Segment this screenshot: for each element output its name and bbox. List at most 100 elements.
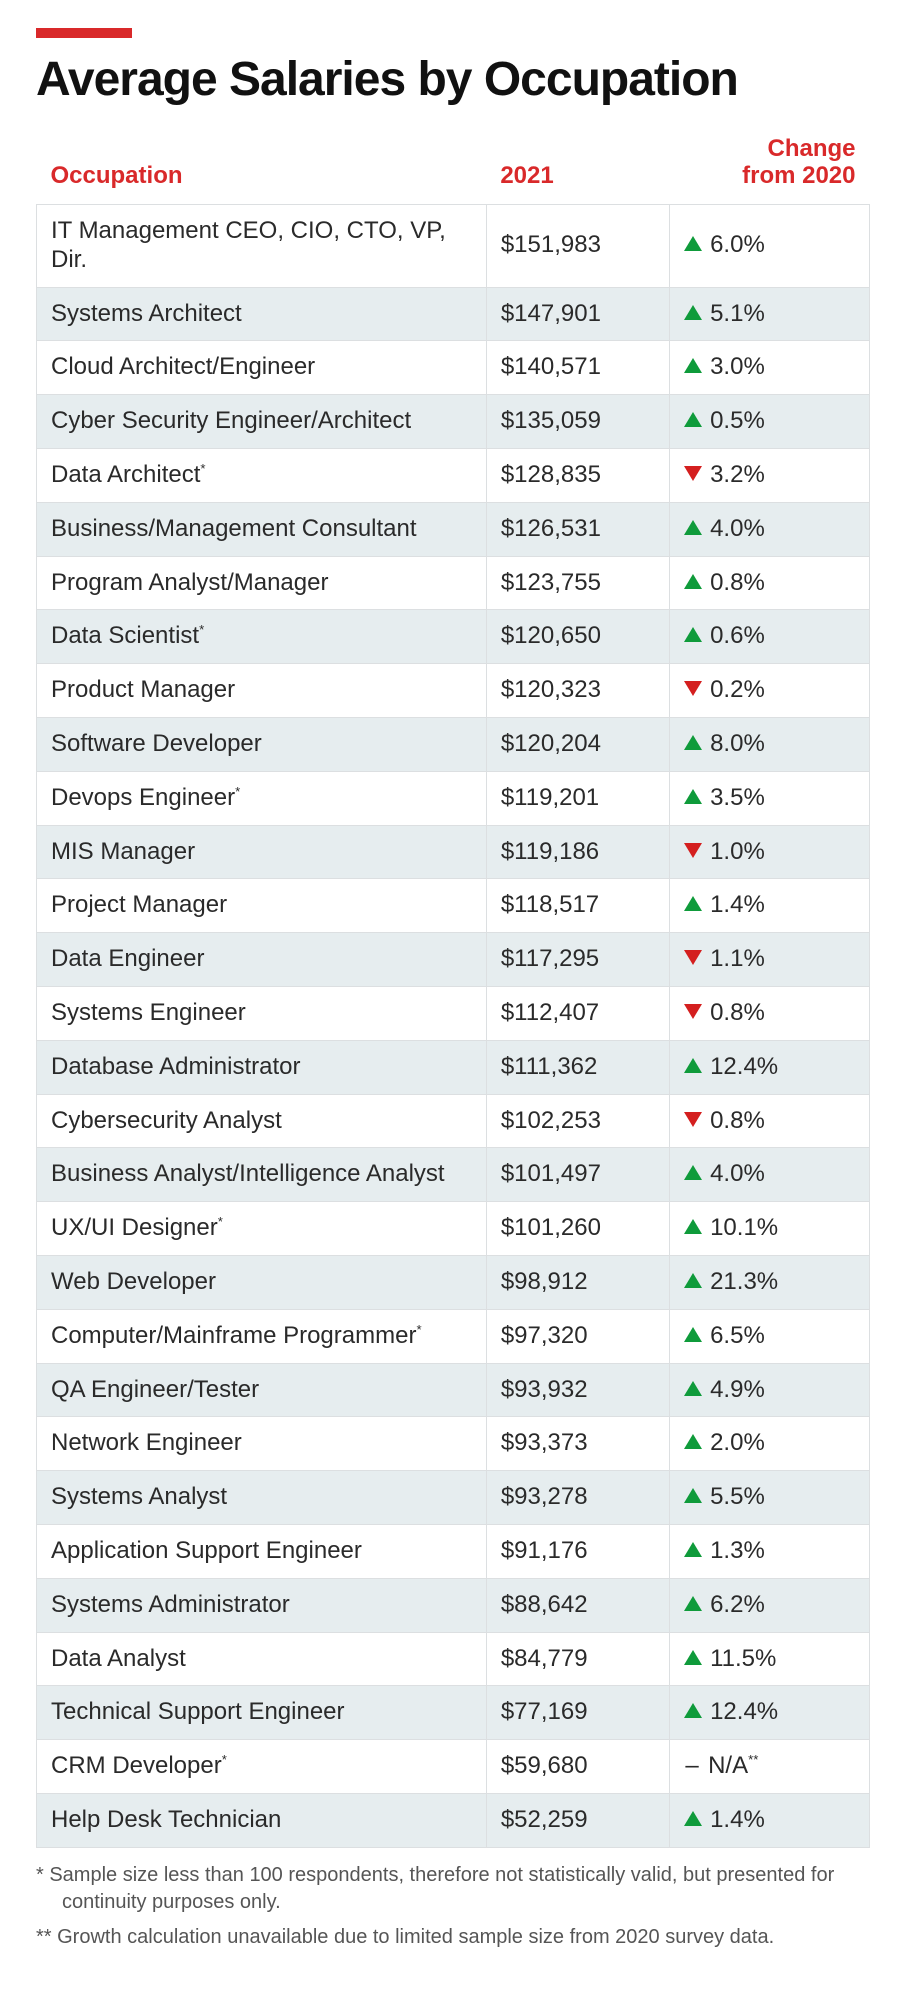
arrow-up-icon [684, 789, 702, 804]
change-value: 2.0% [710, 1429, 765, 1456]
change-value: 4.9% [710, 1376, 765, 1403]
occupation-label: Web Developer [51, 1268, 216, 1295]
occupation-label: Cyber Security Engineer/Architect [51, 407, 411, 434]
footnotes: * Sample size less than 100 respondents,… [36, 1862, 870, 1951]
arrow-up-icon [684, 896, 702, 911]
arrow-down-icon [684, 950, 702, 965]
cell-salary: $140,571 [486, 341, 669, 395]
change-value: 6.0% [710, 231, 765, 258]
table-row: QA Engineer/Tester$93,9324.9% [37, 1363, 870, 1417]
table-row: Web Developer$98,91221.3% [37, 1255, 870, 1309]
page-title: Average Salaries by Occupation [36, 54, 870, 107]
cell-salary: $111,362 [486, 1040, 669, 1094]
change-value: 0.8% [710, 569, 765, 596]
change-value: 6.5% [710, 1322, 765, 1349]
cell-change: 5.1% [670, 287, 870, 341]
change-value: 1.4% [710, 891, 765, 918]
cell-salary: $112,407 [486, 986, 669, 1040]
footnote-1: * Sample size less than 100 respondents,… [36, 1862, 870, 1916]
arrow-up-icon [684, 412, 702, 427]
change-value: 1.4% [710, 1806, 765, 1833]
cell-occupation: Network Engineer [37, 1417, 487, 1471]
table-row: Data Analyst$84,77911.5% [37, 1632, 870, 1686]
cell-occupation: Database Administrator [37, 1040, 487, 1094]
col-header-change-line2: from 2020 [742, 162, 855, 189]
col-header-occupation: Occupation [37, 129, 487, 205]
footnote-marker: * [200, 461, 205, 476]
cell-change: 3.0% [670, 341, 870, 395]
cell-salary: $117,295 [486, 933, 669, 987]
cell-change: 1.3% [670, 1524, 870, 1578]
change-value: 21.3% [710, 1268, 778, 1295]
occupation-label: Network Engineer [51, 1429, 242, 1456]
table-row: Network Engineer $93,373 2.0% [37, 1417, 870, 1471]
arrow-up-icon [684, 1165, 702, 1180]
cell-occupation: Software Developer [37, 717, 487, 771]
table-row: Computer/Mainframe Programmer*$97,3206.5… [37, 1309, 870, 1363]
cell-occupation: Data Engineer [37, 933, 487, 987]
table-row: Data Architect*$128,8353.2% [37, 448, 870, 502]
cell-occupation: Web Developer [37, 1255, 487, 1309]
dash-icon: – [684, 1752, 700, 1781]
occupation-label: Project Manager [51, 891, 227, 918]
arrow-up-icon [684, 358, 702, 373]
arrow-up-icon [684, 236, 702, 251]
occupation-label: Business Analyst/Intelligence Analyst [51, 1160, 445, 1187]
cell-change: 0.8% [670, 1094, 870, 1148]
change-value: 1.3% [710, 1537, 765, 1564]
table-row: IT Management CEO, CIO, CTO, VP, Dir.$15… [37, 204, 870, 287]
table-row: Business Analyst/Intelligence Analyst$10… [37, 1148, 870, 1202]
cell-salary: $77,169 [486, 1686, 669, 1740]
occupation-label: Data Analyst [51, 1645, 186, 1672]
cell-salary: $135,059 [486, 395, 669, 449]
table-header-row: Occupation 2021 Change from 2020 [37, 129, 870, 205]
cell-occupation: Systems Architect [37, 287, 487, 341]
footnote-2: ** Growth calculation unavailable due to… [36, 1924, 870, 1951]
occupation-label: Business/Management Consultant [51, 515, 417, 542]
change-value: 1.1% [710, 945, 765, 972]
arrow-up-icon [684, 1434, 702, 1449]
footnote-marker: * [416, 1322, 421, 1337]
cell-occupation: Computer/Mainframe Programmer* [37, 1309, 487, 1363]
table-row: Systems Analyst$93,2785.5% [37, 1471, 870, 1525]
cell-salary: $59,680 [486, 1740, 669, 1794]
table-row: Data Engineer$117,295 1.1% [37, 933, 870, 987]
arrow-up-icon [684, 520, 702, 535]
cell-occupation: Cyber Security Engineer/Architect [37, 395, 487, 449]
table-row: Project Manager$118,5171.4% [37, 879, 870, 933]
table-row: Data Scientist*$120,6500.6% [37, 610, 870, 664]
footnote-marker: * [235, 784, 240, 799]
change-value: 0.5% [710, 407, 765, 434]
cell-change: 3.2% [670, 448, 870, 502]
cell-salary: $93,373 [486, 1417, 669, 1471]
occupation-label: Computer/Mainframe Programmer [51, 1322, 416, 1349]
cell-change: 0.5% [670, 395, 870, 449]
occupation-label: Systems Architect [51, 300, 242, 327]
cell-change: 21.3% [670, 1255, 870, 1309]
change-value: N/A [708, 1752, 748, 1779]
cell-change: 6.5% [670, 1309, 870, 1363]
cell-occupation: Data Architect* [37, 448, 487, 502]
page: Average Salaries by Occupation Occupatio… [0, 0, 906, 1999]
occupation-label: Help Desk Technician [51, 1806, 281, 1833]
occupation-label: Application Support Engineer [51, 1537, 362, 1564]
cell-occupation: Business Analyst/Intelligence Analyst [37, 1148, 487, 1202]
occupation-label: Data Scientist [51, 622, 199, 649]
cell-salary: $120,204 [486, 717, 669, 771]
salary-table: Occupation 2021 Change from 2020 IT Mana… [36, 129, 870, 1848]
occupation-label: Program Analyst/Manager [51, 569, 328, 596]
cell-salary: $151,983 [486, 204, 669, 287]
table-body: IT Management CEO, CIO, CTO, VP, Dir.$15… [37, 204, 870, 1847]
accent-bar [36, 28, 132, 38]
occupation-label: Systems Administrator [51, 1591, 290, 1618]
cell-salary: $147,901 [486, 287, 669, 341]
cell-occupation: Data Scientist* [37, 610, 487, 664]
cell-occupation: Project Manager [37, 879, 487, 933]
cell-occupation: IT Management CEO, CIO, CTO, VP, Dir. [37, 204, 487, 287]
col-header-2021: 2021 [486, 129, 669, 205]
cell-change: 3.5% [670, 771, 870, 825]
change-value: 3.2% [710, 461, 765, 488]
change-value: 0.6% [710, 622, 765, 649]
col-header-change: Change from 2020 [670, 129, 870, 205]
arrow-up-icon [684, 1327, 702, 1342]
